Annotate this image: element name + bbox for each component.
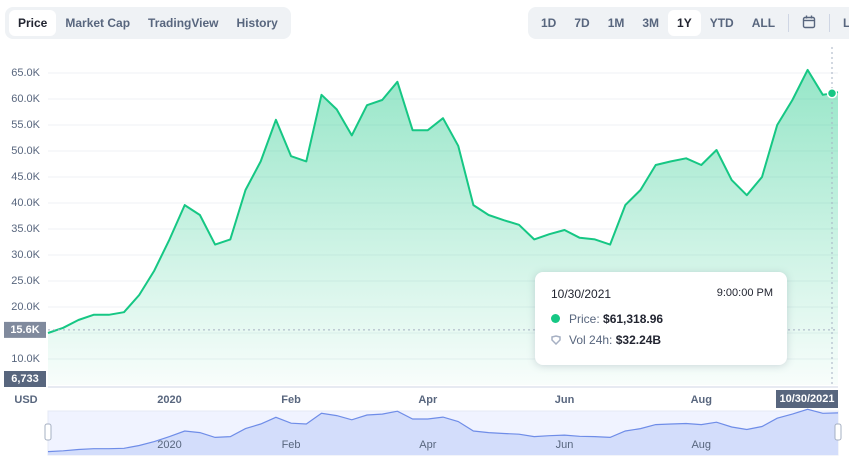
navigator-handle[interactable] (44, 423, 52, 441)
tooltip: 10/30/2021 9:00:00 PM Price: $61,318.96 … (535, 272, 787, 365)
navigator-line (47, 408, 839, 453)
y-tick-label: 65.0K (11, 67, 40, 79)
navigator-label: Jun (556, 439, 574, 451)
navigator-label: Aug (691, 439, 711, 451)
chart-tabs: Price Market Cap TradingView History (5, 7, 291, 39)
price-value: $61,318.96 (603, 312, 664, 326)
currency-label: USD (14, 394, 37, 406)
selected-point (826, 87, 838, 99)
y-tick-label: 50.0K (11, 145, 40, 157)
range-button[interactable]: 1M (607, 16, 625, 30)
volume-label: Vol 24h: (569, 333, 613, 347)
navigator-label: 2020 (157, 439, 181, 451)
range-buttons: 1D 7D 1M 3M 1Y YTD ALL LOG (528, 7, 849, 39)
range-button[interactable]: 1D (541, 16, 557, 30)
range-button[interactable]: 3M (642, 16, 660, 30)
y-tick-label: 45.0K (11, 171, 40, 183)
navigator-area (48, 409, 838, 455)
date-marker-label: 10/30/2021 (779, 393, 834, 405)
range-button[interactable]: 7D (574, 16, 590, 30)
tooltip-price-row: Price: $61,318.96 (551, 312, 663, 326)
y-tick-label: 25.0K (11, 275, 40, 287)
x-tick-label: Jun (555, 394, 575, 406)
y-tick-label: 40.0K (11, 197, 40, 209)
volume-value: $32.24B (615, 333, 662, 347)
tooltip-time: 9:00:00 PM (716, 287, 773, 299)
range-button[interactable]: 1Y (668, 10, 701, 36)
y-tick-label: 30.0K (11, 249, 40, 261)
price-marker-label: 15.6K (10, 324, 39, 336)
y-tick-label: 35.0K (11, 223, 40, 235)
volume-marker-label: 6,733 (11, 373, 39, 385)
tab[interactable]: Market Cap (65, 16, 131, 30)
separator (829, 14, 831, 32)
x-tick-label: 2020 (157, 394, 181, 406)
price-line (47, 68, 839, 334)
volume-marker-box (4, 371, 46, 387)
navigator-label: Apr (419, 439, 436, 451)
x-tick-label: Aug (691, 394, 712, 406)
separator (788, 14, 790, 32)
calendar-icon (802, 15, 816, 28)
date-marker-box (776, 390, 838, 408)
x-tick-label: Feb (281, 394, 301, 406)
tab[interactable]: TradingView (148, 16, 219, 30)
calendar-button[interactable] (793, 9, 825, 38)
tab[interactable]: Price (9, 10, 57, 36)
tab[interactable]: History (236, 16, 278, 30)
tooltip-date: 10/30/2021 (551, 287, 612, 301)
price-dot (551, 314, 560, 323)
volume-icon (551, 335, 561, 346)
range-button[interactable]: YTD (709, 16, 734, 30)
y-tick-label: 55.0K (11, 119, 40, 131)
y-tick-label: 10.0K (11, 353, 40, 365)
log-toggle[interactable]: LOG (843, 16, 849, 30)
range-button[interactable]: ALL (751, 16, 776, 30)
price-label: Price: (569, 312, 600, 326)
navigator-handle[interactable] (834, 423, 842, 441)
navigator-label: Feb (282, 439, 301, 451)
price-marker-box (4, 321, 46, 338)
y-tick-label: 20.0K (11, 301, 40, 313)
x-tick-label: Apr (418, 394, 438, 406)
y-tick-label: 60.0K (11, 93, 40, 105)
tooltip-volume-row: Vol 24h: $32.24B (551, 333, 661, 347)
